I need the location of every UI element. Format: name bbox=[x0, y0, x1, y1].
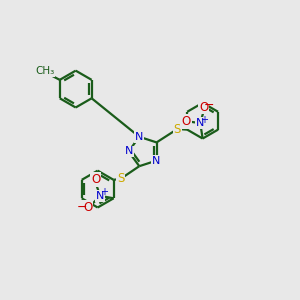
Text: −: − bbox=[204, 99, 214, 112]
Text: N: N bbox=[196, 118, 204, 128]
Text: N: N bbox=[124, 146, 133, 157]
Text: S: S bbox=[117, 172, 124, 185]
Text: N: N bbox=[96, 191, 104, 201]
Text: S: S bbox=[174, 122, 181, 136]
Text: −: − bbox=[76, 201, 87, 214]
Text: O: O bbox=[199, 100, 208, 113]
Text: CH₃: CH₃ bbox=[35, 66, 55, 76]
Text: N: N bbox=[152, 156, 161, 166]
Text: +: + bbox=[200, 115, 208, 124]
Text: N: N bbox=[135, 132, 143, 142]
Text: +: + bbox=[100, 187, 108, 197]
Text: O: O bbox=[91, 173, 101, 186]
Text: O: O bbox=[182, 115, 190, 128]
Text: O: O bbox=[83, 201, 92, 214]
